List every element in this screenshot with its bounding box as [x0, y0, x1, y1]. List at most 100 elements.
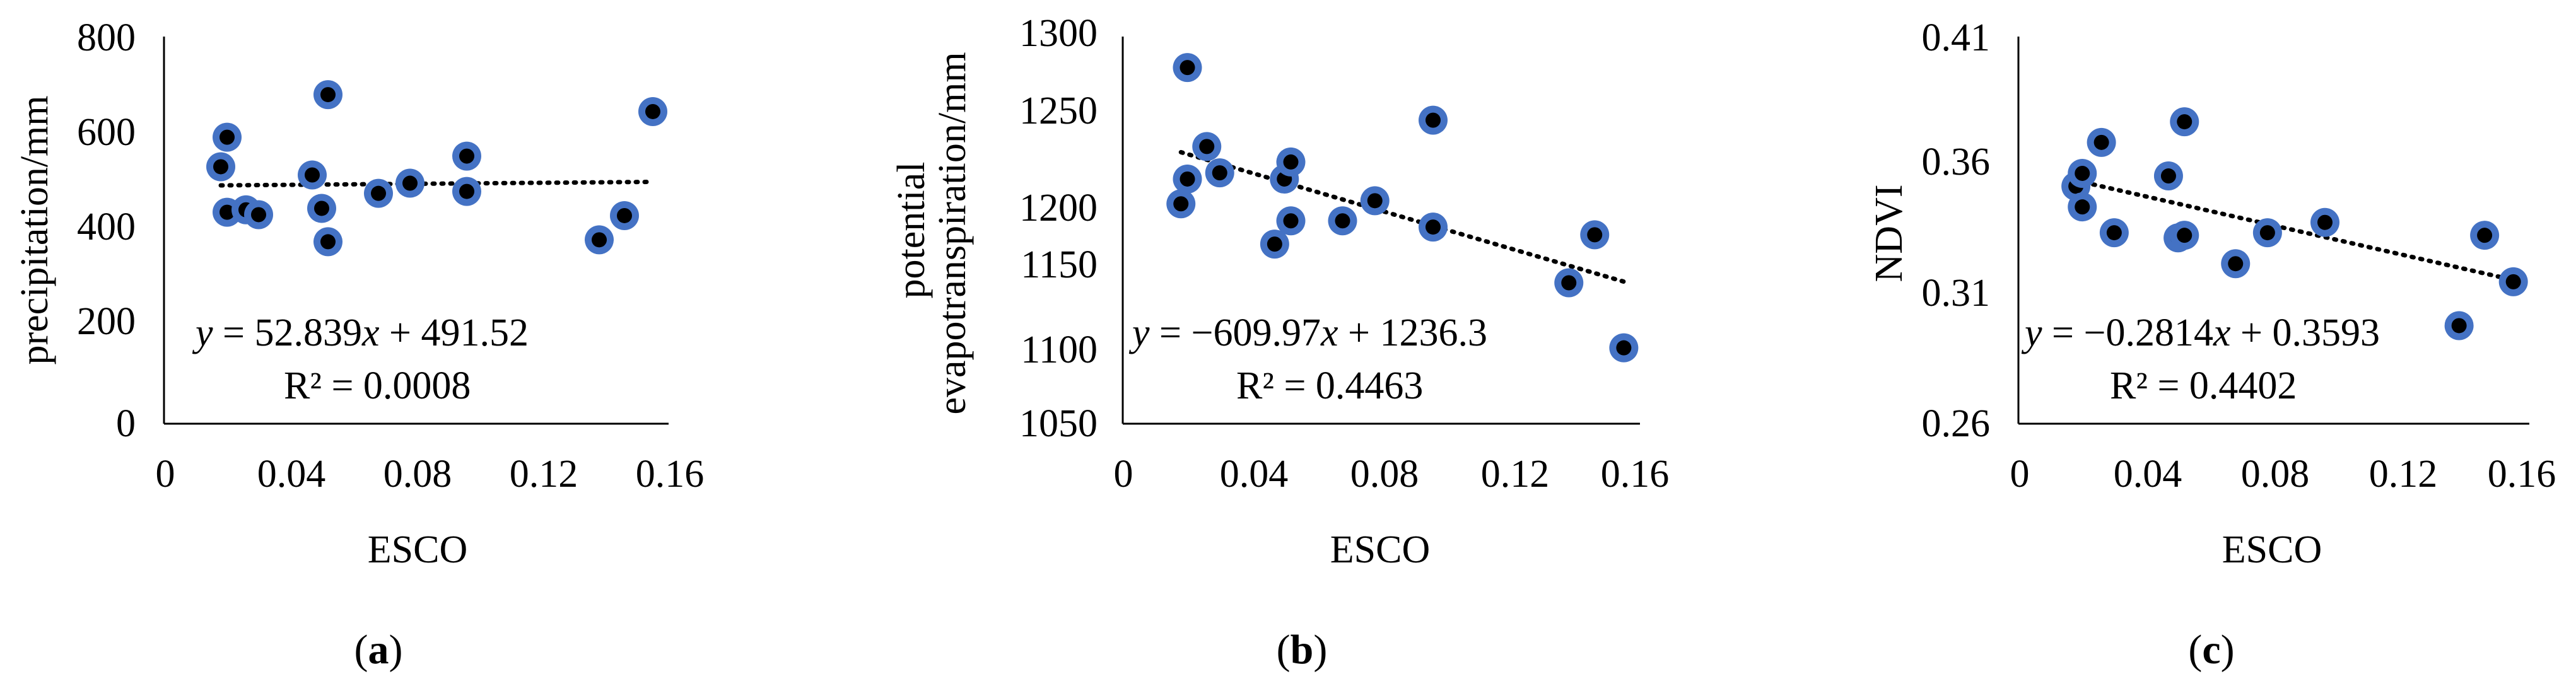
- panel-a-xtick-label: 0: [156, 453, 175, 496]
- data-point-dot: [2505, 274, 2521, 289]
- panel-a-ytick-label: 0: [116, 402, 136, 445]
- panel-a-ytick-label: 600: [77, 111, 136, 154]
- panel-a-xtick-label: 0.04: [257, 453, 326, 496]
- panel-c: 0.41 0.36 0.31 0.26 0 0.04 0.08 0.12 0.1…: [1868, 16, 2556, 673]
- panel-c-data-point: [2470, 221, 2500, 250]
- data-point-dot: [1587, 227, 1603, 243]
- panel-c-ytick-label: 0.36: [1922, 141, 1991, 183]
- data-point-dot: [2177, 114, 2193, 130]
- data-point-dot: [1367, 193, 1383, 209]
- panel-a-trendline: [218, 179, 655, 188]
- panel-a-ytick-label: 200: [77, 300, 136, 343]
- data-point-dot: [1180, 171, 1195, 187]
- data-point-dot: [2093, 134, 2109, 150]
- panel-a-label: (a): [354, 627, 403, 673]
- data-point-dot: [2228, 256, 2244, 272]
- panel-b-marks: [1166, 53, 1639, 363]
- panel-c-label: (c): [2188, 627, 2234, 673]
- panel-b-x-title: ESCO: [1330, 528, 1430, 571]
- panel-c-equation: y = −0.2814x + 0.3593: [2021, 311, 2380, 354]
- panel-a-marks: [206, 80, 667, 257]
- data-point-dot: [1283, 154, 1299, 170]
- data-point-dot: [1616, 340, 1632, 356]
- panel-c-trendline: [2073, 178, 2516, 282]
- panel-b-data-point: [1166, 189, 1196, 219]
- data-point-dot: [2075, 165, 2090, 181]
- panel-c-y-title: NDVI: [1868, 185, 1911, 282]
- panel-b-y-title-line2: evapotranspiration/mm: [931, 52, 974, 414]
- panel-b-data-point: [1192, 132, 1222, 161]
- data-point-dot: [305, 167, 320, 183]
- data-point-dot: [1267, 236, 1282, 252]
- panel-c-data-point: [2068, 192, 2097, 222]
- panel-a-data-point: [452, 177, 481, 206]
- data-point-dot: [314, 201, 329, 216]
- panel-a-data-point: [244, 200, 273, 230]
- data-point-dot: [371, 185, 386, 201]
- panel-b-data-point: [1328, 206, 1357, 236]
- panel-b-data-point: [1276, 206, 1306, 236]
- panel-c-data-point: [2498, 267, 2528, 296]
- panel-c-axes: [2017, 37, 2529, 425]
- panel-b-data-point: [1173, 53, 1202, 83]
- data-point-dot: [617, 207, 632, 223]
- panel-c-xtick-label: 0.16: [2488, 453, 2556, 496]
- panel-b: 1300 1250 1200 1150 1100 1050 0 0.04 0.0…: [890, 12, 1669, 673]
- panel-a-data-point: [452, 141, 481, 171]
- data-point-dot: [592, 232, 607, 248]
- panel-b-ytick-label: 1200: [1019, 187, 1098, 230]
- data-point-dot: [2477, 228, 2493, 243]
- panel-b-ytick-label: 1250: [1019, 90, 1098, 132]
- panel-c-ytick-label: 0.26: [1922, 402, 1991, 445]
- data-point-dot: [220, 129, 235, 145]
- panel-a: 800 600 400 200 0 0 0.04 0.08 0.12 0.16 …: [13, 16, 704, 673]
- panel-c-r-squared: R² = 0.4402: [2110, 364, 2297, 407]
- data-point-dot: [2259, 225, 2275, 241]
- data-point-dot: [1426, 219, 1441, 235]
- panel-c-data-point: [2087, 127, 2116, 157]
- data-point-dot: [459, 183, 474, 199]
- panel-c-data-point: [2221, 249, 2251, 279]
- panel-a-r-squared: R² = 0.0008: [284, 364, 471, 407]
- data-point-dot: [1212, 165, 1227, 181]
- panel-c-ytick-label: 0.41: [1922, 16, 1991, 59]
- data-point-dot: [213, 159, 228, 175]
- panel-c-xtick-label: 0: [2010, 453, 2030, 496]
- panel-b-xtick-label: 0.04: [1220, 453, 1289, 496]
- panel-c-ytick-label: 0.31: [1922, 272, 1991, 315]
- panel-b-r-squared: R² = 0.4463: [1236, 364, 1423, 407]
- panel-c-x-title: ESCO: [2222, 528, 2322, 571]
- panel-a-ytick-label: 400: [77, 206, 136, 248]
- panel-b-data-point: [1205, 158, 1234, 188]
- panel-b-ytick-label: 1050: [1019, 402, 1098, 445]
- panel-b-axes: [1121, 37, 1640, 425]
- data-point-dot: [2451, 318, 2467, 334]
- panel-a-data-point: [313, 80, 342, 110]
- panel-b-trendline: [1178, 149, 1626, 284]
- panel-a-data-point: [307, 194, 336, 223]
- panel-c-data-point: [2170, 107, 2199, 137]
- panel-a-x-title: ESCO: [368, 528, 467, 571]
- panel-c-data-point: [2252, 218, 2282, 248]
- panel-c-data-point: [2099, 218, 2129, 248]
- panel-c-data-point: [2170, 221, 2199, 250]
- panel-c-xtick-label: 0.04: [2114, 453, 2182, 496]
- panel-a-data-point: [585, 225, 614, 255]
- panel-a-ytick-label: 800: [77, 16, 136, 59]
- panel-a-data-point: [313, 227, 342, 257]
- panel-c-data-point: [2310, 207, 2339, 237]
- data-point-dot: [320, 87, 336, 103]
- panel-a-data-point: [638, 96, 667, 126]
- panel-b-data-point: [1173, 164, 1202, 194]
- data-point-dot: [320, 234, 336, 250]
- panel-a-xtick-label: 0.08: [383, 453, 452, 496]
- panel-a-xtick-label: 0.16: [636, 453, 705, 496]
- data-point-dot: [645, 103, 660, 119]
- panel-b-ytick-label: 1150: [1021, 243, 1098, 286]
- panel-b-equation: y = −609.97x + 1236.3: [1128, 311, 1487, 354]
- panel-b-ytick-label: 1100: [1021, 328, 1098, 371]
- data-point-dot: [1199, 139, 1215, 154]
- panel-b-xtick-label: 0: [1114, 453, 1133, 496]
- panel-c-data-point: [2444, 311, 2474, 340]
